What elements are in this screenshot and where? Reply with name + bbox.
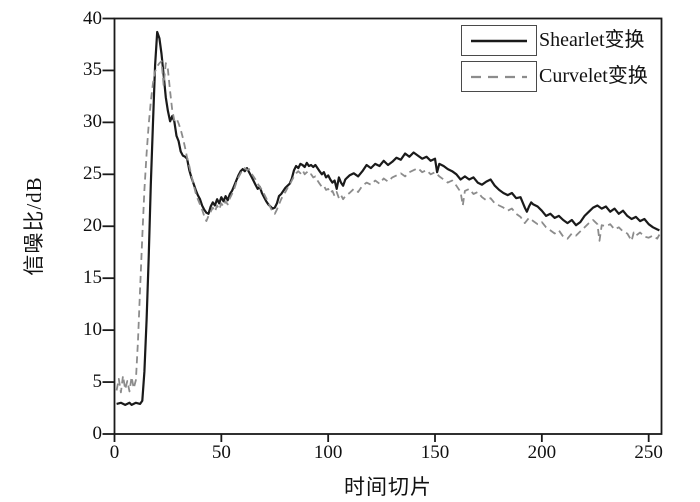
- y-tick-label: 30: [83, 111, 102, 133]
- dashed-line-icon: [471, 75, 527, 78]
- y-axis-title: 信噪比/dB: [22, 176, 46, 276]
- y-tick-label: 25: [83, 163, 102, 185]
- y-tick-label: 40: [83, 7, 102, 29]
- y-tick-label: 20: [83, 215, 102, 237]
- solid-line-icon: [471, 39, 527, 42]
- y-tick-label: 15: [83, 267, 102, 289]
- x-tick-label: 200: [527, 442, 557, 463]
- y-tick-label: 10: [83, 319, 102, 341]
- x-tick-label: 0: [109, 442, 120, 463]
- curvelet-series-line: [115, 60, 661, 394]
- curvelet-line-sample-box: [461, 61, 537, 92]
- y-tick-label: 5: [92, 371, 103, 393]
- x-tick-label: 150: [420, 442, 450, 463]
- x-tick-label: 50: [211, 442, 231, 463]
- legend-item-curvelet: Curvelet变换: [461, 61, 648, 92]
- y-tick-label: 35: [83, 59, 102, 81]
- legend-label-curvelet: Curvelet变换: [539, 65, 648, 87]
- legend-item-shearlet: Shearlet变换: [461, 25, 648, 56]
- x-tick-label: 100: [313, 442, 343, 463]
- y-tick-label: 0: [92, 423, 103, 444]
- legend: Shearlet变换 Curvelet变换: [461, 25, 648, 97]
- legend-label-shearlet: Shearlet变换: [539, 29, 645, 51]
- x-axis-title: 时间切片: [344, 475, 432, 499]
- shearlet-line-sample-box: [461, 25, 537, 56]
- x-tick-label: 250: [634, 442, 663, 463]
